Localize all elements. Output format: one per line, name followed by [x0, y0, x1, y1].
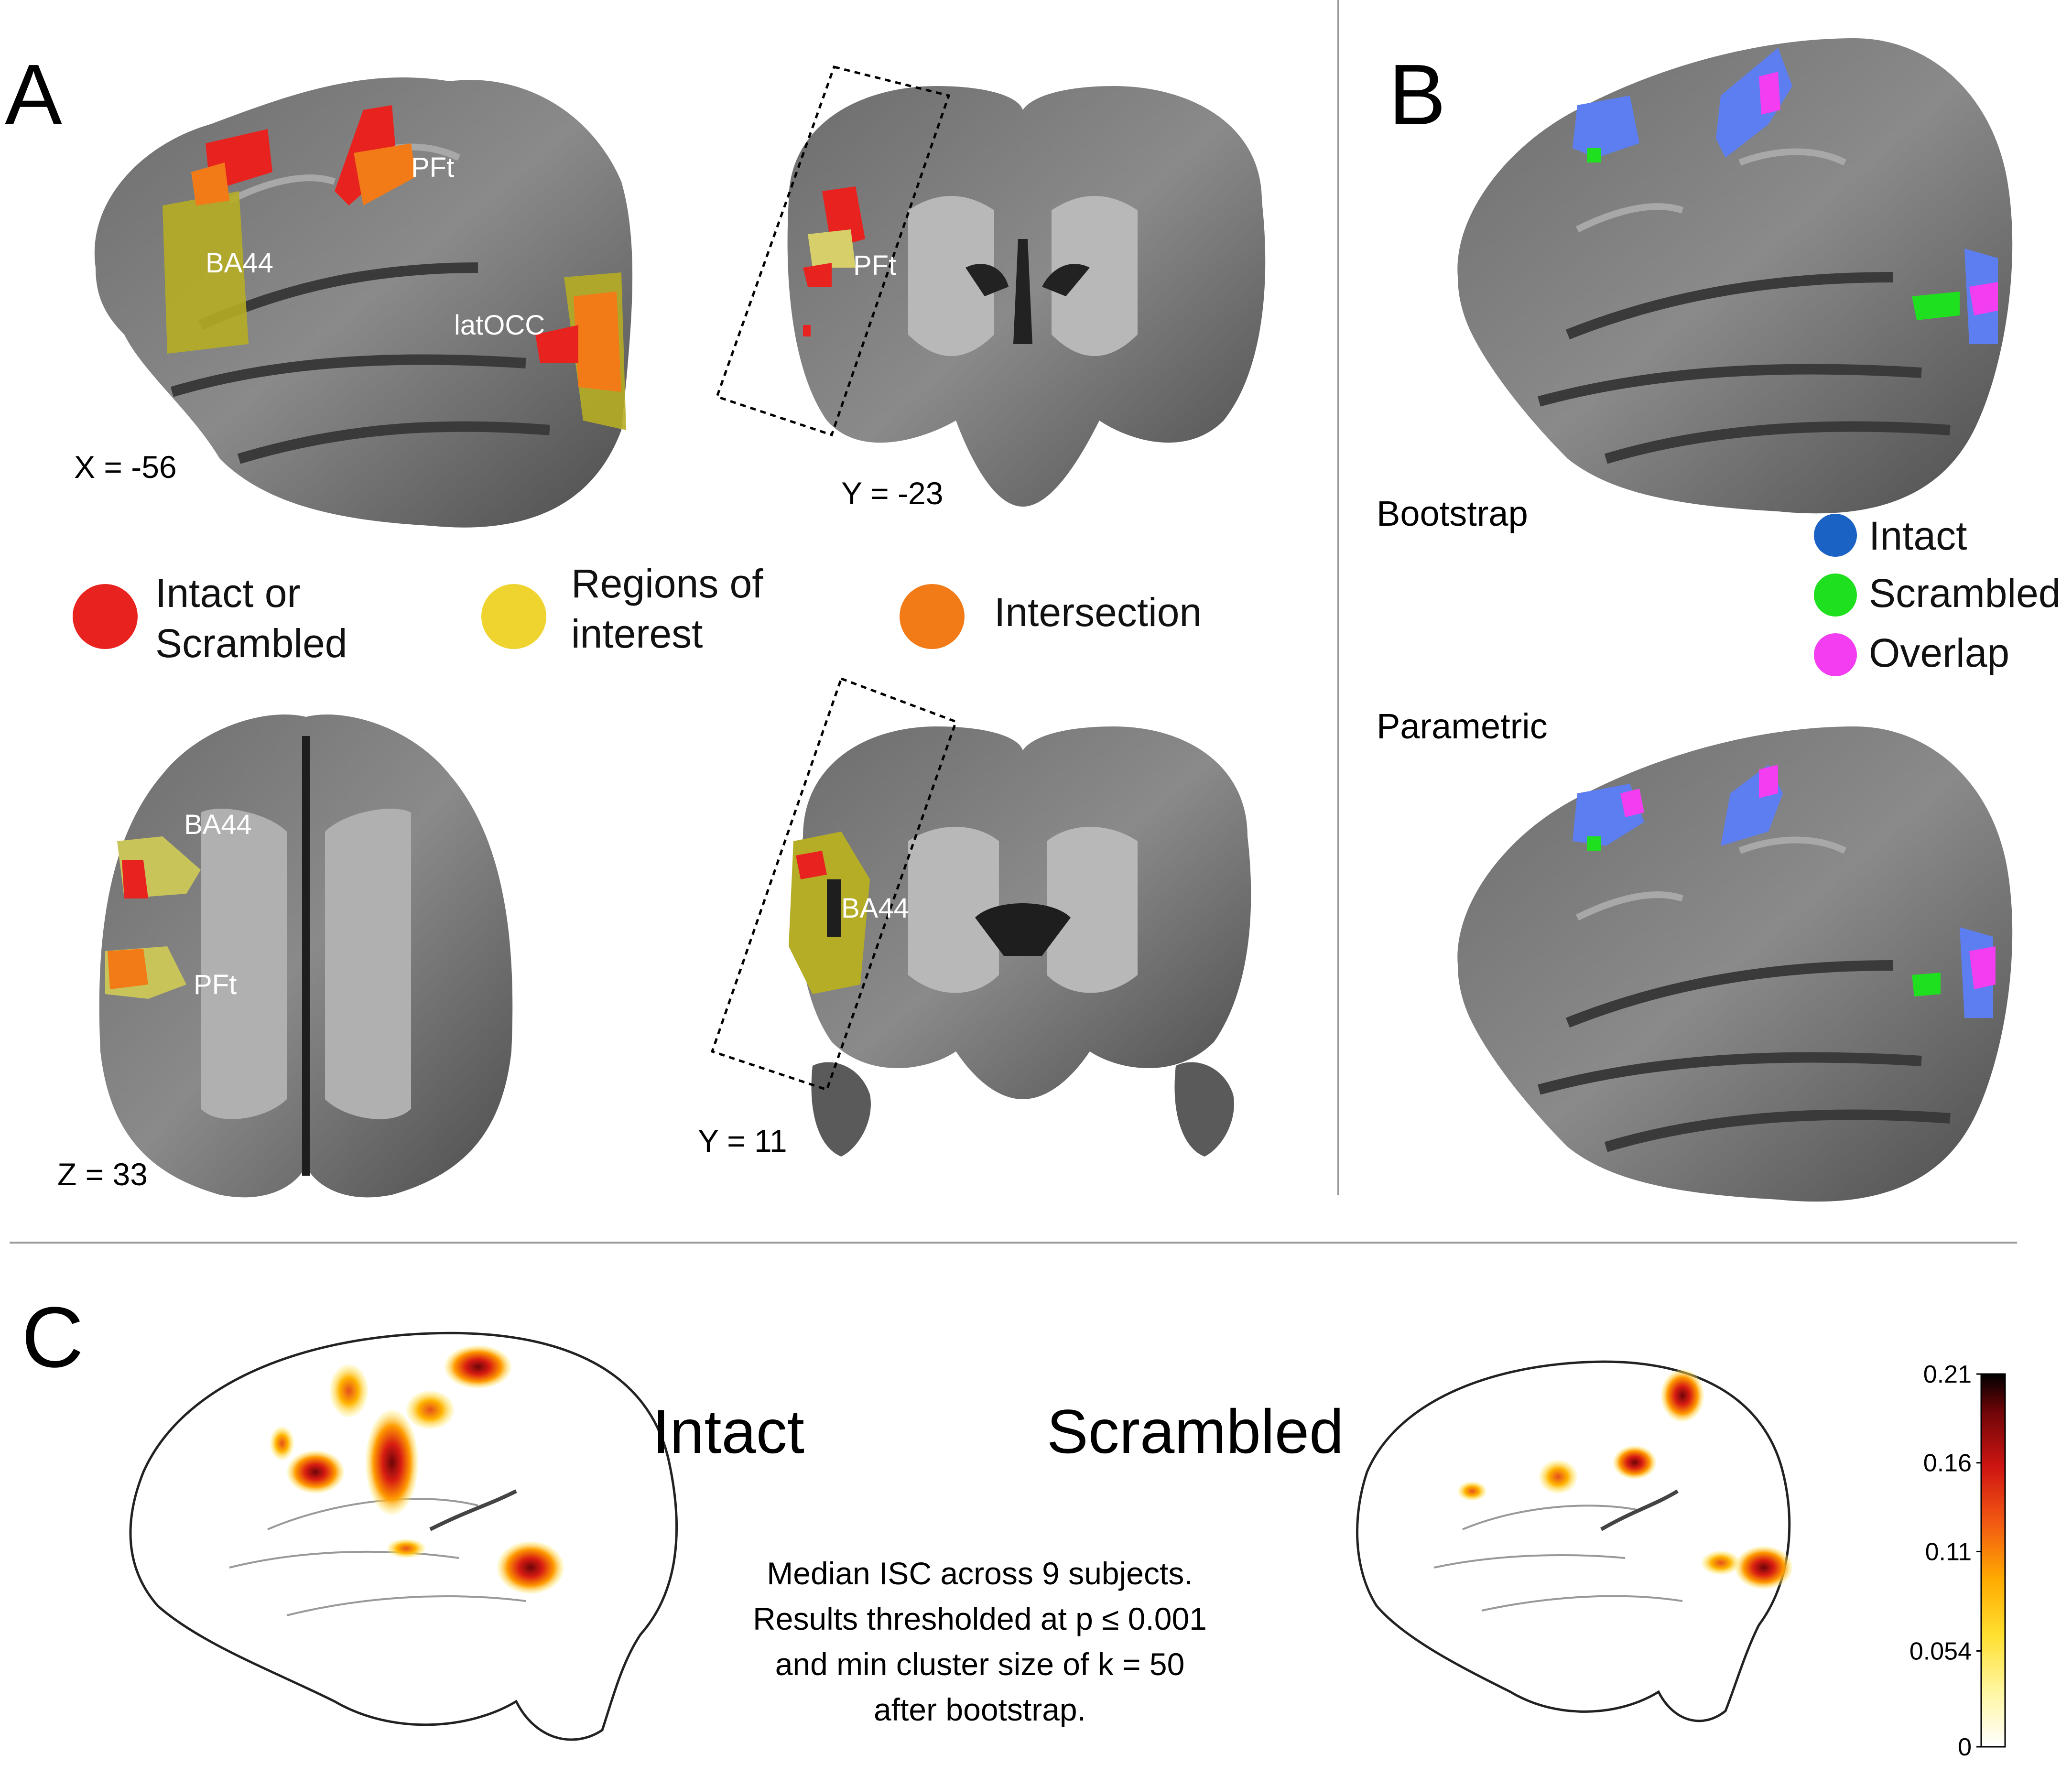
- coord-y-11: Y = 11: [698, 1123, 787, 1158]
- activation-green-occipital-parametric: [1912, 973, 1941, 996]
- caption-line-1: Median ISC across 9 subjects.: [767, 1556, 1193, 1591]
- activation-orange-parietal: [354, 143, 416, 206]
- caption-line-2: Results thresholded at p ≤ 0.001: [753, 1601, 1207, 1636]
- heat-lateral-scrambled: [1702, 1551, 1740, 1575]
- activation-red-occipital: [535, 325, 578, 363]
- brain-bootstrap: [1457, 38, 2013, 514]
- colorbar-tick-label: 0: [1958, 1733, 1972, 1761]
- glass-brain-scrambled: [1356, 1360, 1792, 1722]
- sagittal-brain-a: PFt BA44 latOCC: [94, 77, 633, 528]
- heat-occipital-scrambled: [1735, 1546, 1792, 1589]
- legend-label-interest: interest: [571, 611, 703, 656]
- activation-magenta-occipital-parametric: [1969, 946, 1996, 989]
- heat-occipital-intact: [497, 1541, 564, 1594]
- activation-magenta-parietal-bootstrap: [1759, 72, 1780, 115]
- heat-small-scrambled: [1458, 1482, 1486, 1501]
- legend-label-scrambled-b: Scrambled: [1869, 571, 2061, 616]
- coronal-brain-bottom: BA44: [710, 677, 1251, 1157]
- brain-parametric: [1457, 726, 2013, 1202]
- panel-a-legend: Intact or Scrambled Regions of interest …: [73, 561, 1202, 666]
- legend-swatch-intact: [1814, 514, 1857, 557]
- label-ba44-coronal: BA44: [841, 893, 909, 924]
- legend-swatch-intersection: [900, 584, 965, 649]
- condition-intact: Intact: [652, 1396, 804, 1466]
- activation-green-occipital-bootstrap: [1912, 292, 1960, 320]
- axial-brain: BA44 PFt: [99, 714, 513, 1198]
- caption-line-3: and min cluster size of k = 50: [775, 1646, 1185, 1682]
- legend-label-intact-or: Intact or: [155, 571, 300, 616]
- heat-frontal-scrambled: [1539, 1460, 1577, 1494]
- panel-letter-b: B: [1389, 47, 1446, 143]
- legend-label-intersection: Intersection: [994, 590, 1202, 635]
- method-parametric: Parametric: [1377, 706, 1548, 746]
- legend-swatch-regions-of-interest: [481, 584, 546, 649]
- roi-yellow-coronal-top: [808, 229, 856, 268]
- activation-green-frontal-bootstrap: [1587, 148, 1601, 162]
- caption-line-4: after bootstrap.: [874, 1692, 1086, 1727]
- label-latocc-sagittal: latOCC: [454, 310, 545, 341]
- activation-orange-occipital: [574, 292, 621, 392]
- legend-swatch-overlap: [1814, 633, 1857, 676]
- heat-frontal-intact-2: [330, 1364, 368, 1417]
- label-pft-coronal: PFt: [853, 250, 896, 281]
- panel-a: A PFt BA44 latOCC X = -56: [5, 47, 1266, 1198]
- heat-temporal-intact: [387, 1539, 425, 1558]
- panel-b-legend: Intact Scrambled Overlap: [1814, 513, 2061, 676]
- panel-c: C Intact Scrambled Median ISC across 9 s…: [22, 1289, 2006, 1761]
- heat-small-intact: [270, 1427, 294, 1460]
- colorbar-tick-label: 0.16: [1923, 1450, 1972, 1477]
- method-bootstrap: Bootstrap: [1377, 494, 1528, 533]
- coord-x-56: X = -56: [74, 449, 177, 485]
- label-pft-sagittal: PFt: [411, 152, 454, 183]
- legend-label-overlap: Overlap: [1869, 630, 2009, 675]
- heat-parietal-intact: [445, 1345, 511, 1388]
- heat-central-intact: [366, 1410, 418, 1515]
- colorbar: 0.21 0.16 0.11 0.054 0: [1909, 1361, 2006, 1761]
- label-ba44-axial: BA44: [184, 809, 252, 840]
- activation-red-coronal-top-lower: [803, 263, 832, 287]
- activation-orange-frontal: [191, 162, 229, 206]
- condition-scrambled: Scrambled: [1047, 1396, 1344, 1466]
- heat-parietal-intact-2: [406, 1391, 454, 1429]
- panel-b: B Bootstrap Intact Scrambled Overlap Par…: [1377, 38, 2061, 1202]
- activation-orange-axial-pft: [108, 949, 148, 989]
- panel-letter-c: C: [22, 1289, 84, 1385]
- activation-red-axial-ba44: [122, 860, 148, 898]
- legend-swatch-intact-or-scrambled: [73, 584, 138, 649]
- caption-c: Median ISC across 9 subjects. Results th…: [753, 1556, 1207, 1727]
- heat-central-scrambled: [1613, 1446, 1656, 1479]
- activation-red-coronal-small: [803, 325, 811, 336]
- colorbar-tick-label: 0.21: [1923, 1361, 1972, 1388]
- activation-magenta-occipital-bootstrap: [1969, 282, 1998, 315]
- panel-letter-a: A: [5, 47, 62, 143]
- legend-label-regions-of: Regions of: [571, 561, 763, 606]
- activation-blue-frontal-bootstrap: [1573, 96, 1639, 158]
- legend-label-intact: Intact: [1869, 513, 1967, 558]
- activation-red-coronal-bottom: [796, 851, 827, 879]
- glass-brain-intact: [129, 1331, 678, 1741]
- label-pft-axial: PFt: [194, 969, 237, 1000]
- coord-y-23: Y = -23: [841, 476, 943, 511]
- legend-label-scrambled: Scrambled: [155, 621, 347, 666]
- colorbar-tick-label: 0.11: [1925, 1538, 1972, 1566]
- activation-magenta-parietal-parametric: [1759, 765, 1778, 798]
- roi-ba44-sagittal: [163, 191, 249, 354]
- activation-magenta-frontal-parametric: [1620, 789, 1644, 817]
- coord-z-33: Z = 33: [57, 1157, 148, 1192]
- heat-frontal-intact-1: [287, 1450, 344, 1494]
- heat-parietal-scrambled: [1661, 1369, 1704, 1422]
- coronal-brain-top: PFt: [715, 65, 1266, 507]
- dotted-inset-box-top: [715, 65, 951, 437]
- colorbar-gradient: [1980, 1373, 2006, 1748]
- activation-green-frontal-parametric: [1587, 836, 1601, 851]
- colorbar-tick-label: 0.054: [1909, 1637, 1972, 1665]
- label-ba44-sagittal: BA44: [206, 248, 273, 279]
- legend-swatch-scrambled: [1814, 574, 1857, 617]
